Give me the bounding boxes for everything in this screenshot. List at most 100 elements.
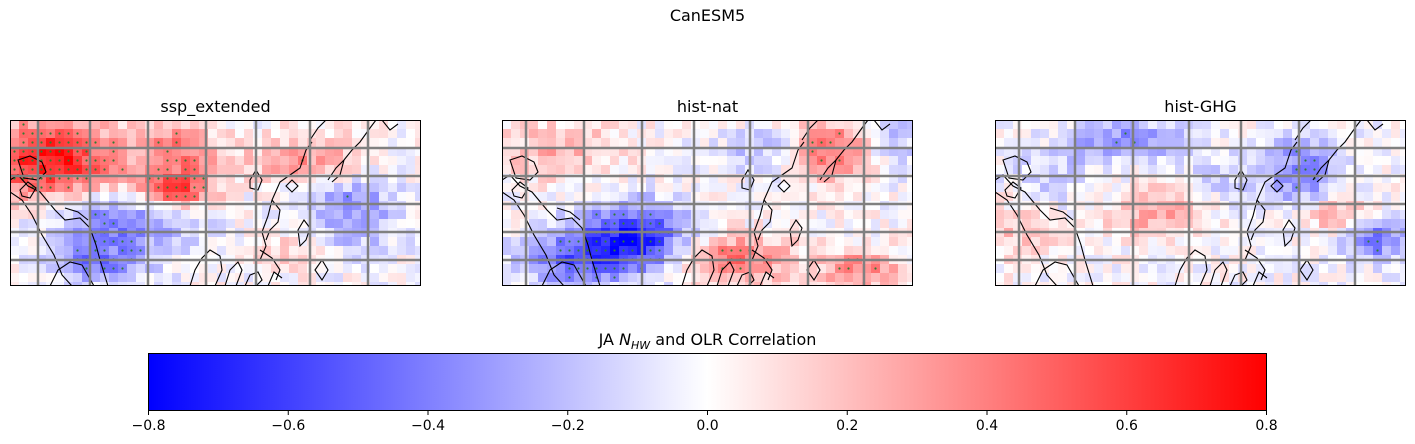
map-cell xyxy=(289,219,299,229)
map-cell xyxy=(727,183,737,193)
coastline xyxy=(314,258,329,282)
map-cell xyxy=(379,246,389,256)
coastline xyxy=(381,120,399,131)
map-cell xyxy=(655,120,665,130)
map-cell xyxy=(601,120,611,130)
map-cell xyxy=(583,210,593,220)
map-cell xyxy=(262,183,272,193)
map-cell xyxy=(172,210,182,220)
map-cell xyxy=(529,183,539,193)
map-cell xyxy=(1076,138,1086,148)
map-cell xyxy=(1049,174,1059,184)
map-cell xyxy=(316,174,326,184)
map-frame xyxy=(995,120,1406,286)
map-cell xyxy=(379,165,389,175)
stipple-dot xyxy=(649,240,652,243)
map-cell xyxy=(547,246,557,256)
map-cell xyxy=(82,237,92,247)
map-cell xyxy=(682,237,692,247)
map-cell xyxy=(226,237,236,247)
map-cell xyxy=(1067,138,1077,148)
map-cell xyxy=(574,165,584,175)
map-cell xyxy=(10,264,20,274)
map-cell xyxy=(700,246,710,256)
map-cell xyxy=(1373,192,1383,202)
map-cell xyxy=(1391,147,1401,157)
map-cell xyxy=(1112,120,1122,130)
map-cell xyxy=(808,210,818,220)
map-cell xyxy=(181,219,191,229)
map-cell xyxy=(1211,237,1221,247)
map-cell xyxy=(1355,138,1365,148)
map-cell xyxy=(388,210,398,220)
map-cell xyxy=(763,156,773,166)
map-cell xyxy=(1400,165,1406,175)
map-cell xyxy=(1220,192,1230,202)
map-cell xyxy=(82,210,92,220)
map-cell xyxy=(235,165,245,175)
map-cell xyxy=(1103,210,1113,220)
map-cell xyxy=(361,237,371,247)
map-cell xyxy=(835,246,845,256)
map-cell xyxy=(289,237,299,247)
map-cell xyxy=(1211,183,1221,193)
map-cell xyxy=(1004,273,1014,283)
map-cell xyxy=(1238,246,1248,256)
map-cell xyxy=(1364,174,1374,184)
map-cell xyxy=(853,183,863,193)
map-cell xyxy=(1094,210,1104,220)
map-cell xyxy=(511,273,521,283)
stipple-dot xyxy=(631,222,634,225)
map-cell xyxy=(556,156,566,166)
map-cell xyxy=(370,156,380,166)
map-cell xyxy=(871,192,881,202)
map-cell xyxy=(1400,174,1406,184)
map-cell xyxy=(1292,273,1302,283)
map-cell xyxy=(511,156,521,166)
map-cell xyxy=(181,201,191,211)
map-cell xyxy=(145,183,155,193)
map-cell xyxy=(1139,219,1149,229)
map-cell xyxy=(1256,120,1266,130)
map-cell xyxy=(325,246,335,256)
map-cell xyxy=(1040,237,1050,247)
map-cell xyxy=(316,282,326,286)
stipple-dot xyxy=(58,168,61,171)
map-cell xyxy=(907,147,913,157)
map-cell xyxy=(1031,183,1041,193)
map-cell xyxy=(1166,246,1176,256)
map-cell xyxy=(1058,129,1068,139)
map-cell xyxy=(1022,192,1032,202)
map-cell xyxy=(664,282,674,286)
stipple-dot xyxy=(649,213,652,216)
map-cell xyxy=(1094,156,1104,166)
map-cell xyxy=(1004,264,1014,274)
map-cell xyxy=(655,210,665,220)
map-cell xyxy=(727,165,737,175)
map-cell xyxy=(1310,237,1320,247)
coastline xyxy=(777,179,791,193)
map-cell xyxy=(136,192,146,202)
map-cell xyxy=(682,273,692,283)
map-cell xyxy=(1346,246,1356,256)
map-cell xyxy=(1220,147,1230,157)
map-cell xyxy=(583,174,593,184)
map-cell xyxy=(28,219,38,229)
map-cell xyxy=(1121,282,1131,286)
map-cell xyxy=(1328,183,1338,193)
stipple-dot xyxy=(166,195,169,198)
map-cell xyxy=(835,201,845,211)
map-cell xyxy=(352,210,362,220)
gridlines xyxy=(10,120,421,286)
map-cell xyxy=(343,147,353,157)
map-cell xyxy=(1022,201,1032,211)
map-cell xyxy=(817,129,827,139)
map-cell xyxy=(574,156,584,166)
map-cell xyxy=(154,129,164,139)
map-cell xyxy=(718,156,728,166)
map-cell xyxy=(1058,138,1068,148)
map-cell xyxy=(208,201,218,211)
map-cell xyxy=(1031,156,1041,166)
map-cell xyxy=(1274,147,1284,157)
map-cell xyxy=(37,192,47,202)
